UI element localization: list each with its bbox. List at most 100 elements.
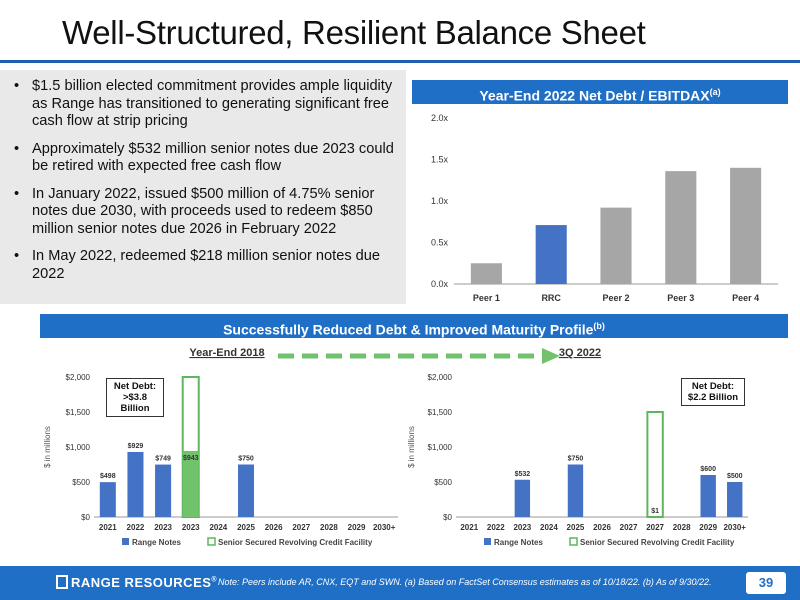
bullet-item: $1.5 billion elected commitment provides… — [10, 78, 396, 131]
top-chart-banner: Year-End 2022 Net Debt / EBITDAX(a) — [412, 80, 788, 104]
y-tick-label: 0.5x — [431, 238, 449, 248]
bar-range-notes — [237, 464, 255, 517]
y-tick-label: $1,500 — [66, 408, 91, 417]
data-label: $750 — [238, 456, 254, 463]
x-tick-label: 2027 — [646, 523, 664, 532]
top-chart-title: Year-End 2022 Net Debt / EBITDAX — [479, 87, 710, 104]
net-debt-ebitdax-chart: 0.0x 0.5x 1.0x 1.5x 2.0x Peer 1 RRC Peer 2 Peer … — [431, 113, 778, 303]
registered-mark: ® — [211, 576, 218, 584]
x-tick-label: 2021 — [99, 523, 117, 532]
legend-label: Range Notes — [494, 538, 543, 547]
y-tick-label: 1.0x — [431, 196, 449, 206]
mid-banner: Successfully Reduced Debt & Improved Mat… — [40, 314, 788, 338]
data-label: $929 — [128, 443, 144, 450]
x-tick-label: 2027 — [292, 523, 310, 532]
x-tick-label: 2030+ — [723, 523, 746, 532]
bar — [470, 263, 502, 284]
bar-range-notes — [567, 464, 584, 517]
legend-swatch-range-notes — [484, 538, 491, 545]
bullet-panel: $1.5 billion elected commitment provides… — [0, 70, 406, 304]
y-tick-label: $1,000 — [66, 443, 91, 452]
net-debt-label: Net Debt: — [113, 381, 157, 392]
x-tick-label: 2027 — [620, 523, 638, 532]
maturity-chart-2018: Year-End 2018 $ in millions $0 $500 $1,000 $1… — [43, 347, 398, 547]
x-tick-label: 2030+ — [373, 523, 396, 532]
footer: RANGE RESOURCES® Note: Peers include AR,… — [0, 566, 800, 600]
x-tick-label: 2028 — [320, 523, 338, 532]
arrow-head — [542, 348, 560, 364]
title-rule — [0, 60, 800, 63]
x-tick-label: Peer 2 — [602, 293, 629, 303]
mid-banner-footnote: (b) — [593, 321, 605, 331]
bar-range-notes — [700, 475, 716, 517]
x-tick-label: 2024 — [540, 523, 558, 532]
net-debt-value: >$3.8 Billion — [120, 392, 150, 414]
range-logo-icon — [56, 575, 68, 589]
x-tick-label: 2025 — [567, 523, 585, 532]
legend-swatch-rcf — [207, 537, 216, 546]
data-label: $749 — [155, 456, 171, 463]
chart-title: 3Q 2022 — [559, 347, 601, 359]
page-title: Well-Structured, Resilient Balance Sheet — [62, 14, 646, 51]
x-tick-label: 2024 — [209, 523, 227, 532]
maturity-chart-3q2022: 3Q 2022 $ in millions $0 $500 $1,000 $1,500 $2… — [407, 347, 748, 547]
legend-label: Senior Secured Revolving Credit Facility — [580, 538, 735, 547]
data-label: $1 — [651, 508, 659, 515]
x-tick-label: 2021 — [460, 523, 478, 532]
x-tick-label: 2029 — [348, 523, 366, 532]
y-tick-label: $2,000 — [428, 373, 453, 382]
x-tick-label: 2023 — [513, 523, 531, 532]
data-label: $532 — [515, 471, 531, 478]
bar-range-notes — [99, 482, 116, 517]
y-tick-label: $1,500 — [428, 408, 453, 417]
x-tick-label: 2025 — [237, 523, 255, 532]
bullet-item: Approximately $532 million senior notes … — [10, 141, 396, 176]
brand-name: RANGE RESOURCES — [71, 575, 212, 590]
y-tick-label: $0 — [81, 513, 90, 522]
data-label: $750 — [568, 456, 584, 463]
bar-rcf-drawn — [182, 450, 199, 517]
net-debt-value: $2.2 Billion — [687, 392, 739, 403]
chart-title: Year-End 2018 — [189, 347, 264, 359]
y-tick-label: $500 — [434, 478, 452, 487]
bar-range-notes — [514, 479, 531, 517]
bar — [535, 225, 567, 284]
data-label: $943 — [183, 455, 199, 462]
x-tick-label: 2026 — [593, 523, 611, 532]
net-debt-box-3q2022: Net Debt: $2.2 Billion — [681, 378, 745, 406]
legend-label: Range Notes — [132, 538, 181, 547]
bar — [600, 207, 632, 284]
x-tick-label: RRC — [541, 293, 561, 303]
bar — [730, 167, 762, 284]
x-tick-label: 2026 — [265, 523, 283, 532]
y-axis-label: $ in millions — [43, 426, 52, 468]
net-debt-label: Net Debt: — [691, 381, 735, 392]
page-number: 39 — [746, 572, 786, 594]
legend-swatch-range-notes — [122, 538, 129, 545]
data-label: $600 — [700, 466, 716, 473]
timeline-arrow — [278, 348, 560, 364]
y-tick-label: 1.5x — [431, 155, 449, 165]
legend-swatch-rcf — [569, 537, 578, 546]
footnote: Note: Peers include AR, CNX, EQT and SWN… — [218, 577, 712, 587]
x-tick-label: 2028 — [673, 523, 691, 532]
y-tick-label: 0.0x — [431, 279, 449, 289]
x-tick-label: Peer 4 — [732, 293, 759, 303]
bar-range-notes — [727, 482, 743, 517]
bar-range-notes — [127, 451, 144, 517]
x-tick-label: 2022 — [487, 523, 505, 532]
bar — [665, 171, 697, 284]
bullet-item: In May 2022, redeemed $218 million senio… — [10, 248, 396, 283]
top-chart-title-footnote: (a) — [709, 87, 721, 97]
y-axis-label: $ in millions — [407, 426, 416, 468]
y-tick-label: $500 — [72, 478, 90, 487]
x-tick-label: 2029 — [699, 523, 717, 532]
legend-label: Senior Secured Revolving Credit Facility — [218, 538, 373, 547]
brand-logo: RANGE RESOURCES® — [56, 575, 217, 590]
x-tick-label: 2022 — [127, 523, 145, 532]
y-tick-label: 2.0x — [431, 113, 449, 123]
y-tick-label: $1,000 — [428, 443, 453, 452]
mid-banner-title: Successfully Reduced Debt & Improved Mat… — [223, 321, 594, 338]
data-label: $498 — [100, 473, 116, 480]
y-tick-label: $2,000 — [66, 373, 91, 382]
